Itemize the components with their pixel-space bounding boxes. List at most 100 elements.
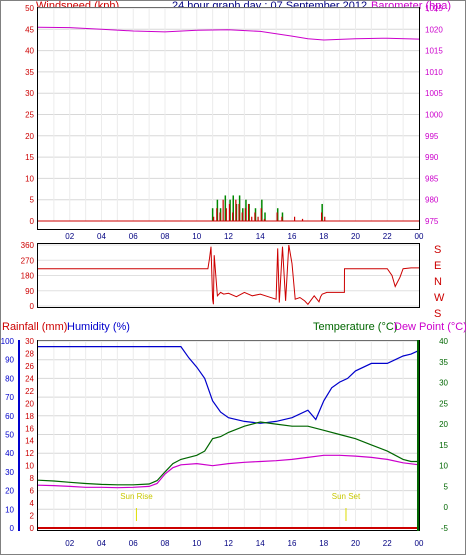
x-tick-label: 06	[129, 539, 138, 548]
x-tick-label: 14	[256, 539, 265, 548]
temperature-tick-label: 25	[439, 399, 448, 408]
x-tick-label: 08	[161, 232, 170, 241]
temperature-tick-label: 20	[439, 420, 448, 429]
humidity-tick-label: 30	[5, 468, 14, 477]
rainfall-tick-label: 4	[30, 499, 35, 508]
compass-label: S	[434, 308, 441, 320]
barometer-tick-label: 1015	[425, 47, 443, 56]
wind-direction-tick-label: 90	[25, 287, 34, 296]
x-tick-label: 14	[256, 232, 265, 241]
humidity-tick-label: 20	[5, 487, 14, 496]
temperature-tick-label: 40	[439, 337, 448, 346]
rainfall-tick-label: 6	[30, 487, 35, 496]
temperature-tick-label: 35	[439, 358, 448, 367]
windspeed-tick-label: 25	[25, 111, 34, 120]
x-tick-label: 10	[192, 539, 201, 548]
windspeed-tick-label: 30	[25, 89, 34, 98]
barometer-tick-label: 1025	[425, 4, 443, 13]
humidity-axis-label: Humidity (%)	[67, 321, 130, 333]
compass-label: N	[434, 276, 442, 288]
rainfall-tick-label: 26	[25, 362, 34, 371]
x-tick-label: 18	[319, 539, 328, 548]
compass-label: E	[434, 260, 441, 272]
wind-baro-x-ticks: 02 04 06 08 10 12 14 16 18 20 22 00	[65, 232, 424, 241]
wind-direction-line	[38, 244, 419, 306]
windspeed-tick-label: 10	[25, 174, 34, 183]
compass-label: W	[434, 292, 445, 304]
wind-direction-tick-label: 360	[21, 241, 35, 250]
barometer-tick-label: 1010	[425, 68, 443, 77]
barometer-axis-ticks: 975 980 985 990 995 1000 1005 1010 1015 1020 1025	[425, 4, 443, 226]
humidity-tick-label: 40	[5, 449, 14, 458]
x-tick-label: 20	[351, 232, 360, 241]
wind-direction-gridlines	[38, 244, 419, 307]
windspeed-tick-label: 50	[25, 4, 34, 13]
x-tick-label: 10	[192, 232, 201, 241]
humidity-tick-label: 50	[5, 431, 14, 440]
wind-direction-tick-label: 180	[21, 272, 35, 281]
temperature-tick-label: 15	[439, 441, 448, 450]
temperature-tick-label: 10	[439, 462, 448, 471]
temperature-tick-label: -5	[441, 524, 449, 533]
x-tick-label: 02	[65, 232, 74, 241]
barometer-tick-label: 1000	[425, 111, 443, 120]
x-tick-label: 16	[288, 539, 297, 548]
rainfall-tick-label: 8	[30, 474, 35, 483]
x-tick-label: 12	[224, 232, 233, 241]
humidity-axis-ticks: 0 10 20 30 40 50 60 70 80 90 100	[1, 337, 15, 533]
temperature-axis-label: Temperature (°C)	[313, 321, 397, 333]
humidity-tick-label: 80	[5, 374, 14, 383]
rainfall-tick-label: 30	[25, 337, 34, 346]
temperature-tick-label: 30	[439, 379, 448, 388]
barometer-line	[37, 26, 420, 41]
x-tick-label: 00	[415, 539, 424, 548]
sun-set-label: Sun Set	[332, 492, 361, 501]
rainfall-tick-label: 0	[30, 524, 35, 533]
humidity-tick-label: 100	[1, 337, 15, 346]
humidity-tick-label: 70	[5, 393, 14, 402]
temp-humidity-gridlines	[38, 340, 419, 529]
rainfall-tick-label: 10	[25, 462, 34, 471]
wind-direction-tick-label: 270	[21, 256, 35, 265]
dewpoint-line	[37, 454, 420, 489]
barometer-tick-label: 995	[425, 132, 439, 141]
dewpoint-axis-label: Dew Point (°C)	[394, 321, 466, 333]
wind-direction-axis-ticks: 0 90 180 270 360	[21, 241, 35, 311]
windspeed-tick-label: 45	[25, 25, 34, 34]
barometer-tick-label: 975	[425, 217, 439, 226]
rainfall-tick-label: 20	[25, 399, 34, 408]
x-tick-label: 22	[383, 539, 392, 548]
rainfall-tick-label: 24	[25, 374, 34, 383]
x-tick-label: 16	[288, 232, 297, 241]
x-tick-label: 18	[319, 232, 328, 241]
humidity-line	[38, 346, 420, 424]
temp-humidity-series	[37, 346, 420, 529]
humidity-tick-label: 90	[5, 356, 14, 365]
humidity-tick-label: 0	[10, 524, 15, 533]
sun-rise-label: Sun Rise	[120, 492, 153, 501]
x-tick-label: 04	[97, 539, 106, 548]
x-tick-label: 12	[224, 539, 233, 548]
x-tick-label: 04	[97, 232, 106, 241]
windspeed-tick-label: 0	[30, 217, 35, 226]
x-tick-label: 02	[65, 539, 74, 548]
windspeed-tick-label: 40	[25, 47, 34, 56]
windspeed-axis-ticks: 0 5 10 15 20 25 30 35 40 45 50	[25, 4, 34, 226]
x-tick-label: 20	[351, 539, 360, 548]
windspeed-tick-label: 5	[30, 196, 35, 205]
rainfall-tick-label: 22	[25, 387, 34, 396]
temperature-tick-label: 0	[444, 503, 449, 512]
humidity-tick-label: 60	[5, 412, 14, 421]
windspeed-bars	[211, 195, 326, 221]
x-tick-label: 06	[129, 232, 138, 241]
humidity-tick-label: 10	[5, 505, 14, 514]
wind-baro-series	[37, 26, 420, 222]
rainfall-tick-label: 2	[30, 512, 35, 521]
wind-direction-series	[38, 244, 419, 306]
windspeed-tick-label: 20	[25, 132, 34, 141]
temperature-axis-ticks: -5 0 5 10 15 20 25 30 35 40	[439, 337, 448, 533]
